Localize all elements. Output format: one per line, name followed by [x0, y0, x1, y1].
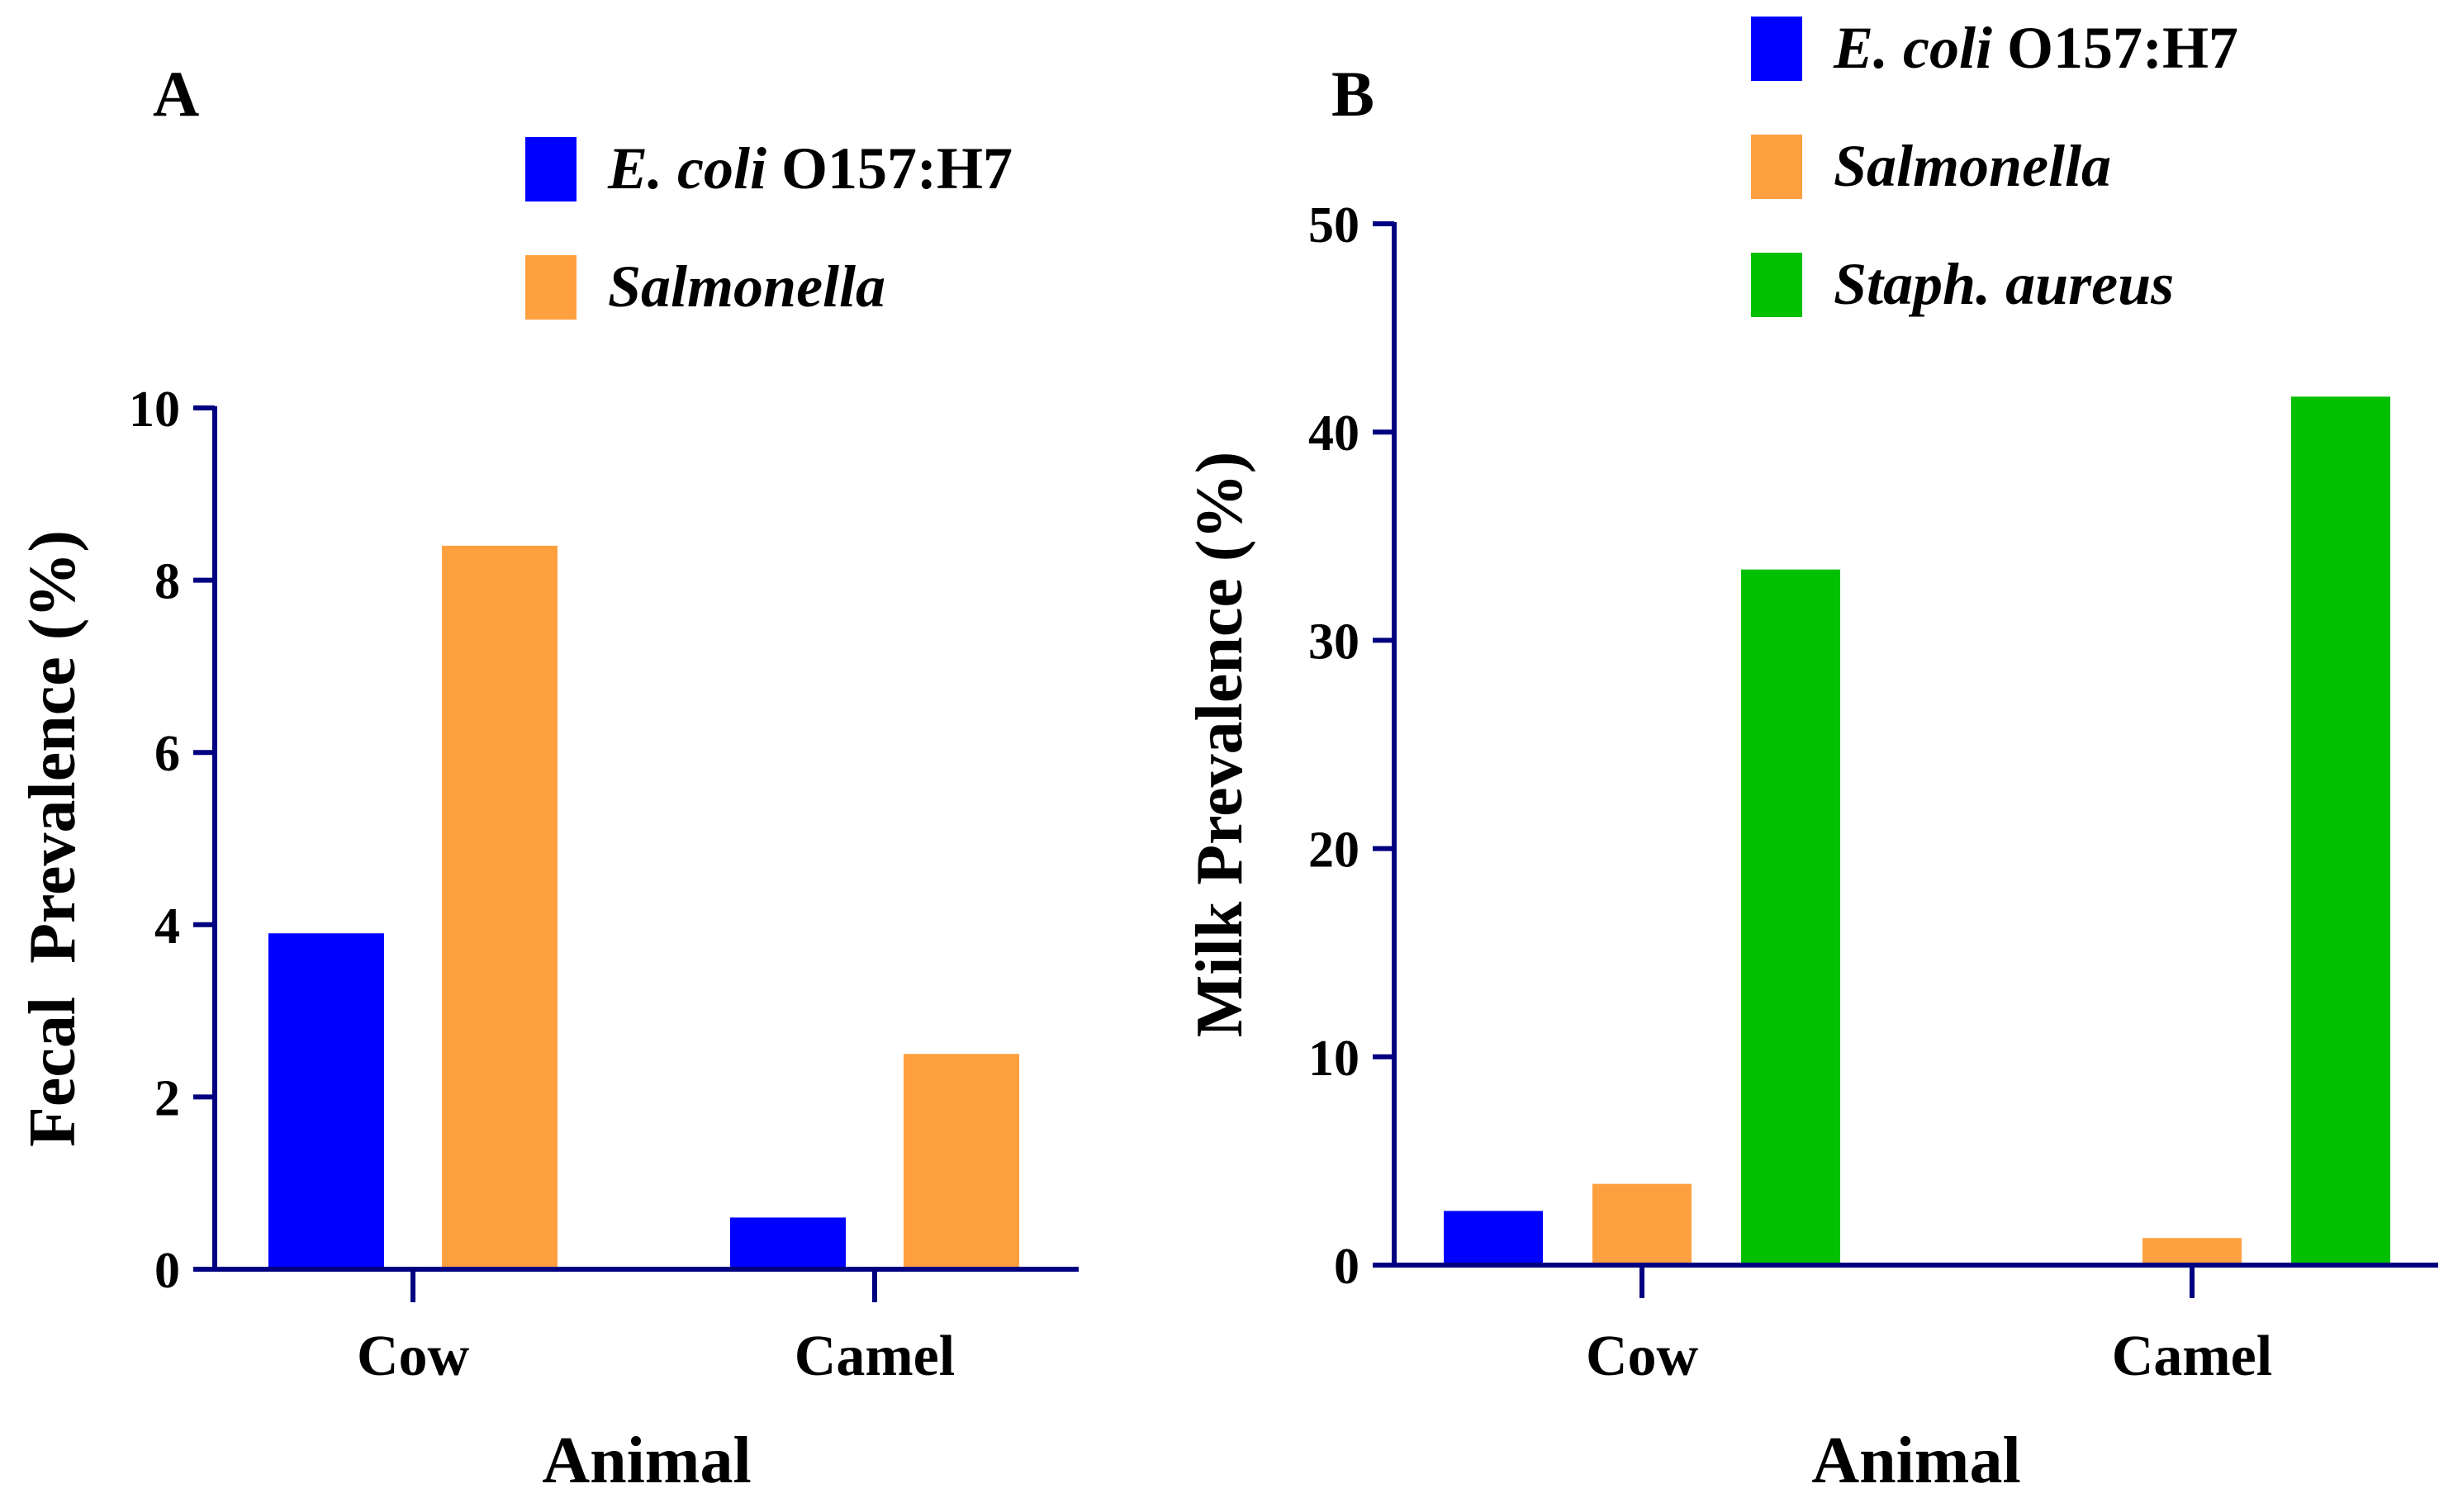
bar-o157-h7-cow — [268, 933, 384, 1269]
y-tick-label: 20 — [1308, 822, 1359, 879]
bar-staph-aureus-cow — [1741, 569, 1840, 1265]
x-tick-label-camel: Camel — [2112, 1325, 2272, 1388]
y-tick-label: 8 — [154, 554, 180, 610]
x-tick-label-camel: Camel — [795, 1325, 955, 1388]
legend-label-space — [766, 135, 781, 201]
legend-label: Staph. aureus — [1834, 251, 2174, 317]
legend-swatch — [1751, 253, 1802, 317]
y-tick-label: 40 — [1308, 405, 1359, 462]
y-tick-label: 50 — [1308, 197, 1359, 254]
legend-label-text: O157:H7 — [781, 135, 1013, 201]
bar-staph-aureus-camel — [2291, 396, 2390, 1266]
legend-label-italic: E. coli — [1833, 15, 1992, 81]
legend: E. coli O157:H7 Salmonella — [525, 135, 1013, 320]
legend-swatch — [525, 255, 577, 320]
legend-label: E. coli O157:H7 — [1833, 15, 2238, 81]
x-tick-label-cow: Cow — [1586, 1325, 1699, 1388]
y-tick-label: 4 — [154, 898, 180, 955]
bar-o157-h7-camel — [730, 1217, 846, 1269]
y-axis-title: Fecal Prevalence (%) — [17, 530, 89, 1147]
panel-label: A — [153, 58, 199, 130]
bar-salmonella-camel — [904, 1054, 1019, 1269]
legend-label-text: O157:H7 — [2007, 15, 2238, 81]
y-tick-label: 10 — [129, 382, 180, 438]
y-tick-label: 0 — [1334, 1239, 1359, 1295]
bar-salmonella-cow — [442, 545, 558, 1269]
bar-o157-h7-cow — [1444, 1211, 1543, 1265]
x-axis-title: Animal — [1811, 1424, 2020, 1497]
bar-salmonella-camel — [2142, 1238, 2242, 1265]
y-tick-label: 2 — [154, 1070, 180, 1126]
bar-salmonella-cow — [1592, 1183, 1692, 1265]
legend-label: E. coli O157:H7 — [607, 135, 1013, 201]
legend-label-text: Salmonella — [1834, 133, 2111, 199]
legend-swatch — [525, 137, 577, 201]
legend-swatch — [1751, 135, 1802, 199]
legend-label-italic: E. coli — [607, 135, 766, 201]
legend: E. coli O157:H7 Salmonella Staph. aureus — [1751, 15, 2238, 317]
legend-label-text: Staph. aureus — [1834, 251, 2174, 317]
y-tick-label: 10 — [1308, 1031, 1359, 1087]
y-tick-label: 0 — [154, 1243, 180, 1299]
y-tick-label: 6 — [154, 726, 180, 782]
x-axis-title: Animal — [542, 1424, 751, 1497]
y-tick-label: 30 — [1308, 614, 1359, 670]
legend-label: Salmonella — [1834, 133, 2111, 199]
legend-swatch — [1751, 17, 1802, 81]
legend-label: Salmonella — [608, 254, 885, 320]
legend-label-text: Salmonella — [608, 254, 885, 320]
y-axis-title: Milk Prevalence (%) — [1184, 452, 1256, 1037]
panel-label: B — [1331, 58, 1374, 130]
legend-label-space — [1992, 15, 2007, 81]
panel-b: B 0 10 20 30 40 50 Cow Camel Animal Milk Prevalenc… — [1184, 15, 2438, 1497]
x-tick-label-cow: Cow — [357, 1325, 470, 1388]
panel-a: A 0 2 4 6 8 10 Cow Camel Animal Fecal Prevalence (… — [17, 58, 1079, 1497]
